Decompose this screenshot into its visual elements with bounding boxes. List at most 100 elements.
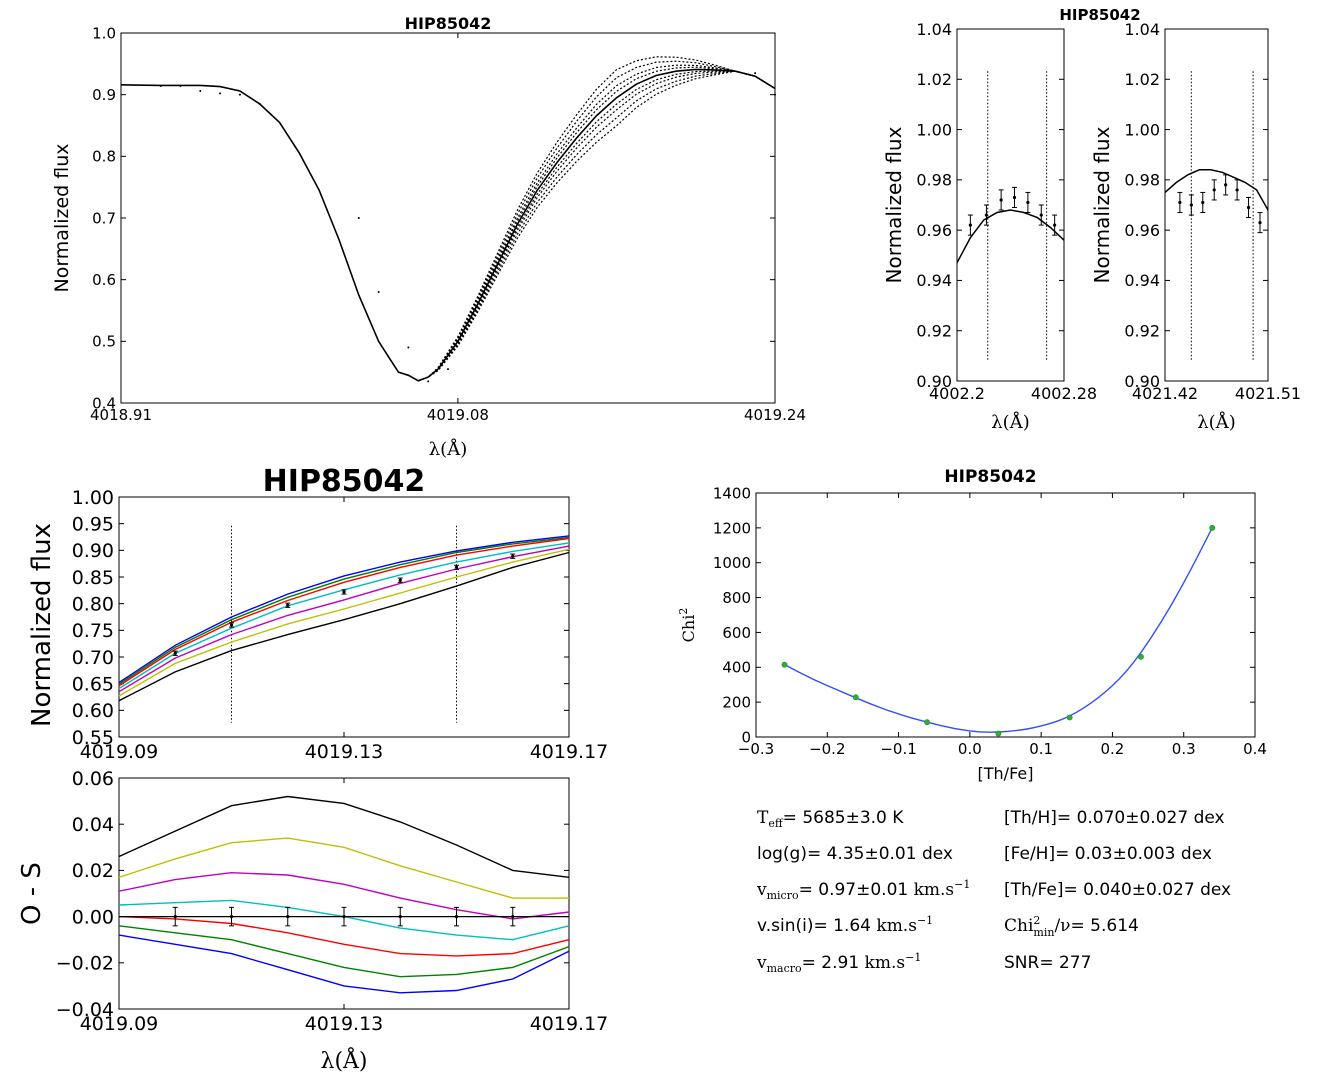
top-right-model-line [1164,169,1269,211]
bottom-left-ytick-label: 0.00 [72,906,114,928]
top-left-xtick-label: 4018.91 [90,406,152,424]
top-left-ytick-label: 0.6 [92,271,116,289]
top-right-ytick-label: 0.94 [1124,271,1160,290]
bottom-right-ytick-label: 1400 [713,484,751,502]
top-left-ytick-label: 0.8 [92,148,116,166]
bottom-right-ylabel: Chi2 [677,608,698,643]
top-left-model-variant-line [418,70,776,382]
mid-left-ytick-label: 0.70 [72,647,114,669]
bottom-right-ytick-label: 800 [722,589,751,607]
bottom-right-chi2-point [1209,524,1216,531]
mid-left-obs-point [229,623,234,627]
top-left-ytick-label: 0.9 [92,86,116,104]
top-left-model-variant-line [418,66,776,382]
top-mid-ytick-label: 1.04 [916,20,952,39]
top-mid-ytick-label: 0.96 [916,221,952,240]
top-left-xtick-label: 4019.08 [427,406,489,424]
top-left-xlabel: λ(Å) [429,438,467,460]
mid-left-ylabel: Normalized flux [27,523,57,727]
param-logg: log(g)= 4.35±0.01 dex [757,844,953,864]
top-mid-obs-point [1039,213,1043,217]
top-right-axes-frame [1164,28,1269,382]
top-right-ytick-label: 0.90 [1124,372,1160,391]
top-left-obs-point [159,85,162,88]
bottom-right-ytick-label: 0 [741,728,751,746]
mid-left-ytick-label: 0.95 [72,514,114,536]
bottom-left-obs-point [173,915,177,919]
bottom-right-fit-curve [783,527,1213,733]
top-mid-ytick-label: 0.98 [916,171,952,190]
top-right-ytick-label: 1.00 [1124,120,1160,139]
top-mid-obs-point [1026,200,1030,205]
top-left-model-variant-line [418,70,776,382]
bottom-left-ytick-label: −0.02 [56,953,114,975]
bottom-left-obs-point [398,915,402,919]
top-left-obs-point [199,89,202,92]
top-right-obs-point [1246,205,1251,210]
param-vsini: v.sin(i)= 1.64 km.s−1 [757,914,933,936]
bottom-left-obs-point [454,915,459,919]
top-left-obs-point [258,102,261,105]
bottom-right-ylabel-sup: 2 [677,608,690,615]
bottom-right-title: HIP85042 [944,467,1036,487]
top-mid-obs-point [968,223,972,227]
top-left-obs-point [407,346,410,349]
top-left-best-fit-line [120,68,776,382]
top-left-obs-point [238,93,241,96]
bottom-right-ytick-label: 600 [722,624,751,642]
top-right-ytick-label: 1.04 [1124,20,1160,39]
top-right-obs-point [1258,221,1262,225]
bottom-left-ytick-label: 0.06 [72,768,114,790]
bottom-left-xtick-label: 4019.09 [80,1013,159,1035]
param-vmacro: vmacro= 2.91 km.s−1 [756,951,921,975]
bottom-right-ytick-label: 1200 [713,519,751,537]
bottom-right-xtick-label: 0.1 [1029,740,1053,758]
top-left-axes-frame [120,32,776,404]
bottom-left-series-line-2 [118,871,570,920]
top-left-ylabel: Normalized flux [51,143,73,292]
top-left-model-variant-line [418,70,776,382]
top-mid-xlabel: λ(Å) [991,411,1029,433]
panel-bottom-left: 4019.09 4019.13 4019.17 −0.04 −0.02 0.00 0.02 0… [17,768,608,1074]
top-left-obs-point [179,85,182,88]
bottom-left-series-line-4 [118,915,570,957]
top-left-obs-point [427,380,430,383]
param-snr: SNR= 277 [1004,953,1091,973]
top-left-xtick-label: 4019.24 [744,406,806,424]
mid-left-ytick-label: 0.80 [72,594,114,616]
param-fe-h: [Fe/H]= 0.03±0.003 dex [1004,844,1212,864]
top-left-obs-point [774,93,776,96]
bottom-right-chi2-point [781,661,788,668]
bottom-left-ylabel: O - S [17,862,47,925]
mid-left-obs-point [454,565,459,570]
stellar-parameters: Teff= 5685±3.0 K log(g)= 4.35±0.01 dex v… [756,808,1231,975]
mid-left-ytick-label: 0.65 [72,674,114,696]
top-left-model-variant-line [418,70,776,382]
mid-left-ytick-label: 0.90 [72,540,114,562]
mid-left-series-line-6 [118,551,570,702]
bottom-right-xtick-label: 0.4 [1243,740,1267,758]
mid-left-ytick-label: 0.75 [72,620,114,642]
panel-mid-left: 4019.09 4019.13 4019.17 0.55 0.60 0.65 0.70 0.7… [27,464,608,763]
top-left-obs-point [357,217,360,219]
bottom-right-chi2-point [924,719,930,726]
mid-left-xtick-label: 4019.09 [80,741,159,763]
bottom-left-xtick-label: 4019.17 [530,1013,609,1035]
top-mid-ytick-label: 0.94 [916,271,952,290]
top-right-obs-point [1178,200,1182,205]
top-left-obs-point [377,291,380,293]
bottom-left-obs-point [229,915,234,919]
bottom-right-xtick-label: −0.1 [880,740,916,758]
panel-top-mid: 4002.2 4002.28 0.90 0.92 0.94 0.96 0.98 1.00 1.0… [882,6,1141,433]
mid-left-axes-frame [118,496,570,738]
top-mid-ytick-label: 0.92 [916,321,952,340]
top-mid-ytick-label: 1.02 [916,70,952,89]
param-teff: Teff= 5685±3.0 K [757,808,904,830]
mid-left-ytick-label: 1.00 [72,487,114,509]
bottom-right-ytick-label: 400 [722,659,751,677]
top-right-ylabel: Normalized flux [1090,126,1114,283]
top-mid-ylabel: Normalized flux [882,126,906,283]
top-right-obs-point [1224,183,1228,187]
param-th-h: [Th/H]= 0.070±0.027 dex [1004,808,1225,828]
